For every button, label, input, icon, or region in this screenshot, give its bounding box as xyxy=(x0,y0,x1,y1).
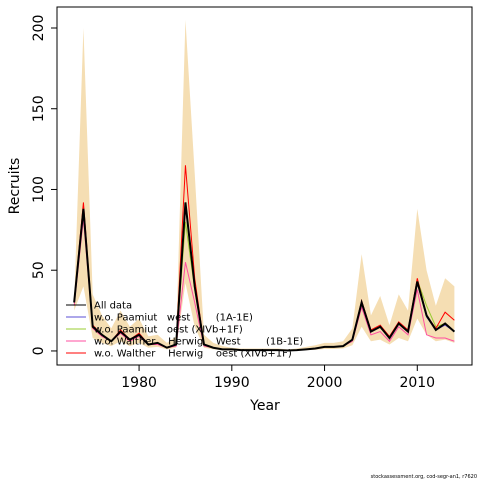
y-tick-label: 0 xyxy=(31,346,47,355)
y-tick-label: 100 xyxy=(31,176,47,203)
x-tick-label: 2010 xyxy=(399,375,435,391)
x-tick-label: 1990 xyxy=(214,375,250,391)
series-line xyxy=(73,202,456,352)
legend-label: w.o. Walther Herwig oest (XIVb+1F) xyxy=(94,349,292,360)
legend-label: All data xyxy=(94,301,132,312)
x-axis-label: Year xyxy=(249,398,280,414)
y-axis-label: Recruits xyxy=(7,158,23,215)
x-tick-label: 1980 xyxy=(121,375,157,391)
plot-frame xyxy=(56,6,473,366)
x-tick-label: 2000 xyxy=(307,375,343,391)
y-tick-label: 50 xyxy=(31,261,47,279)
legend-label: w.o. Paamiut oest (XIVb+1F) xyxy=(94,325,243,336)
y-tick-label: 200 xyxy=(31,15,47,42)
y-tick-label: 150 xyxy=(31,95,47,122)
legend-label: w.o. Paamiut west (1A-1E) xyxy=(94,313,253,324)
footer: stockassessment.org, cod-segr-an1, r7620 xyxy=(371,474,477,480)
confidence-band xyxy=(74,19,455,351)
legend-label: w.o. Walther Herwig West (1B-1E) xyxy=(94,337,303,348)
